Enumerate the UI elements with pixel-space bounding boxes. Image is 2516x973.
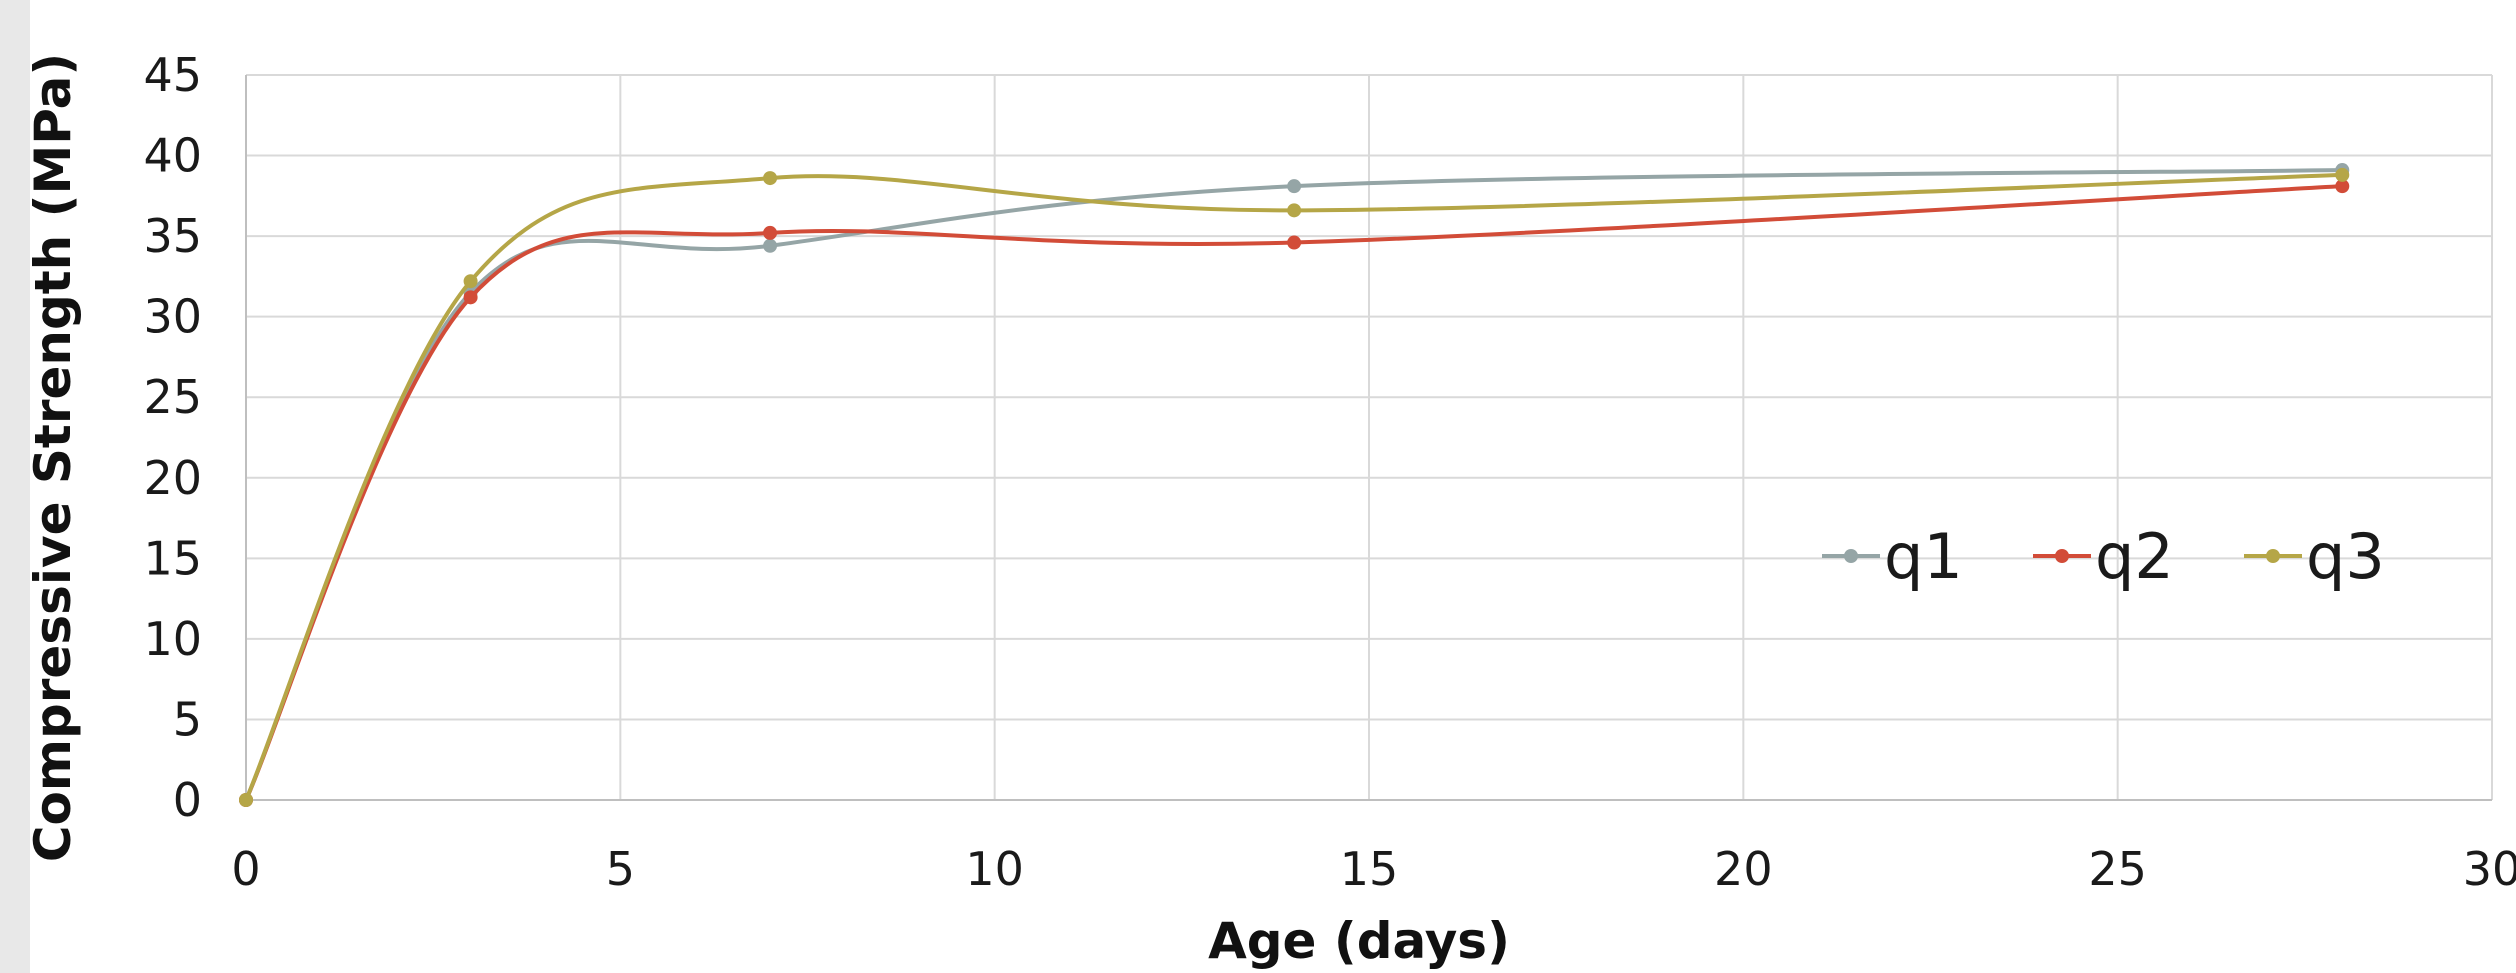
- series-line-q2: [244, 184, 2343, 801]
- x-tick-label: 25: [2088, 842, 2147, 896]
- gridlines: [246, 74, 2493, 800]
- data-point-q2: [1287, 235, 1302, 250]
- chart-area: [30, 0, 2516, 973]
- data-point-q3: [763, 171, 778, 186]
- legend-item-q2: q2: [2033, 520, 2174, 593]
- y-tick-label: 25: [143, 370, 202, 424]
- x-axis-title: Age (days): [1208, 912, 1510, 970]
- legend: q1 q2 q3: [1822, 520, 2385, 593]
- tick-labels: 0 5 10 15 20 25 30 35 40 45 0 5 10 15 20 25 30: [143, 48, 2516, 896]
- y-tick-label: 30: [143, 290, 202, 344]
- legend-marker-q3: [2266, 549, 2280, 563]
- y-tick-label: 10: [143, 612, 202, 666]
- x-tick-label: 20: [1714, 842, 1773, 896]
- y-tick-label: 0: [173, 773, 202, 827]
- x-tick-label: 15: [1340, 842, 1399, 896]
- series-group: [239, 163, 2350, 807]
- x-tick-label: 10: [965, 842, 1024, 896]
- legend-marker-q1: [1844, 549, 1858, 563]
- y-tick-label: 45: [143, 48, 202, 102]
- page-left-margin: [0, 0, 30, 973]
- y-tick-label: 5: [173, 692, 202, 746]
- y-tick-label: 40: [143, 129, 202, 183]
- legend-label-q3: q3: [2306, 520, 2385, 593]
- legend-item-q3: q3: [2244, 520, 2385, 593]
- legend-item-q1: q1: [1822, 520, 1963, 593]
- data-point-q3: [2335, 167, 2350, 182]
- legend-marker-q2: [2055, 549, 2069, 563]
- data-point-q3: [1287, 203, 1302, 218]
- y-tick-label: 35: [143, 209, 202, 263]
- x-tick-label: 0: [231, 842, 260, 896]
- series-line-q3: [244, 172, 2343, 801]
- data-point-q3: [239, 793, 253, 807]
- legend-label-q1: q1: [1884, 520, 1963, 593]
- data-point-q1: [1287, 179, 1302, 194]
- data-point-q3: [463, 274, 478, 289]
- data-point-q1: [763, 238, 778, 253]
- data-point-q2: [2335, 179, 2350, 194]
- x-tick-label: 5: [606, 842, 635, 896]
- y-tick-label: 20: [143, 451, 202, 505]
- y-axis-title: Compressive Strength (MPa): [24, 53, 82, 862]
- x-tick-label: 30: [2463, 842, 2516, 896]
- series-q3: [239, 167, 2350, 807]
- legend-label-q2: q2: [2095, 520, 2174, 593]
- y-tick-label: 15: [143, 531, 202, 585]
- axes: [245, 75, 2492, 801]
- data-point-q2: [463, 290, 478, 305]
- data-point-q2: [763, 225, 778, 240]
